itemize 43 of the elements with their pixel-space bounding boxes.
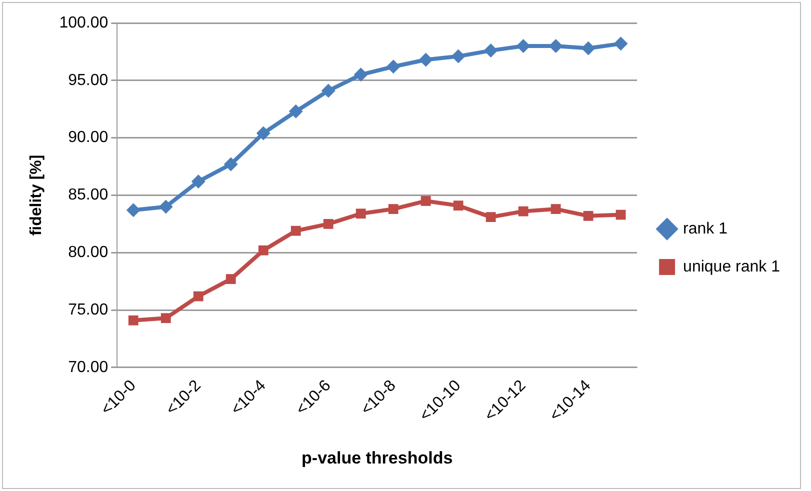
y-tick-label: 85.00 bbox=[68, 186, 108, 204]
point bbox=[258, 245, 268, 256]
point bbox=[191, 174, 206, 188]
point bbox=[548, 38, 563, 53]
legend-label: rank 1 bbox=[683, 220, 728, 238]
x-axis-title: p-value thresholds bbox=[302, 448, 453, 468]
y-tick-label: 100.00 bbox=[59, 14, 108, 32]
point bbox=[453, 200, 464, 211]
point bbox=[516, 38, 530, 53]
point bbox=[451, 49, 466, 64]
y-axis-title: fidelity [%] bbox=[28, 154, 46, 236]
point bbox=[158, 200, 173, 214]
point bbox=[288, 104, 303, 118]
point bbox=[323, 218, 334, 229]
point bbox=[581, 41, 596, 56]
point bbox=[356, 208, 366, 219]
point bbox=[418, 52, 433, 67]
point bbox=[518, 206, 528, 216]
point bbox=[583, 210, 594, 221]
point bbox=[386, 60, 400, 74]
point bbox=[486, 212, 496, 222]
point bbox=[226, 274, 236, 284]
legend-label: unique rank 1 bbox=[683, 258, 780, 276]
point bbox=[224, 157, 238, 172]
point bbox=[128, 315, 138, 326]
point bbox=[484, 44, 498, 58]
point bbox=[614, 36, 628, 51]
y-tick-label: 90.00 bbox=[68, 129, 108, 146]
point bbox=[354, 68, 368, 82]
point bbox=[256, 126, 270, 140]
point bbox=[616, 210, 626, 220]
point bbox=[388, 204, 398, 214]
point bbox=[321, 84, 336, 98]
y-tick-label: 80.00 bbox=[68, 244, 108, 262]
point bbox=[160, 313, 171, 324]
point bbox=[126, 203, 140, 218]
y-tick-label: 75.00 bbox=[68, 301, 108, 318]
y-tick-label: 95.00 bbox=[68, 72, 108, 89]
point bbox=[420, 196, 431, 206]
point bbox=[550, 204, 561, 214]
point bbox=[193, 291, 204, 302]
y-tick-label: 70.00 bbox=[68, 358, 108, 376]
point bbox=[290, 226, 301, 236]
